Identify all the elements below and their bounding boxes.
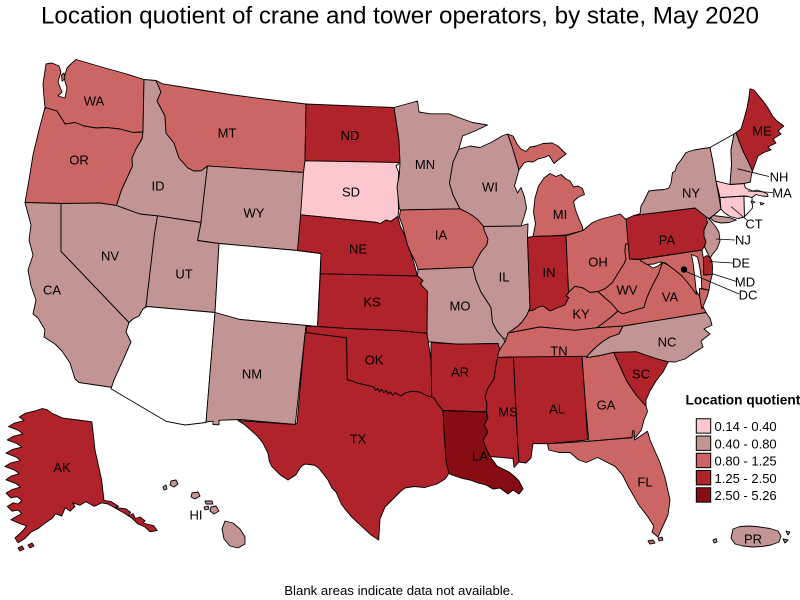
- svg-text:NH: NH: [770, 170, 789, 185]
- svg-text:FL: FL: [637, 475, 652, 490]
- svg-text:GA: GA: [597, 398, 616, 413]
- svg-text:MA: MA: [772, 186, 792, 201]
- svg-text:TX: TX: [350, 432, 367, 447]
- svg-text:AK: AK: [53, 460, 71, 475]
- svg-text:DC: DC: [739, 288, 758, 303]
- svg-text:TN: TN: [550, 344, 567, 359]
- svg-text:DE: DE: [732, 256, 750, 271]
- svg-text:SC: SC: [632, 367, 650, 382]
- svg-text:IL: IL: [499, 270, 510, 285]
- svg-text:CA: CA: [43, 283, 61, 298]
- svg-text:SD: SD: [342, 185, 360, 200]
- svg-text:MN: MN: [415, 157, 435, 172]
- svg-text:HI: HI: [190, 508, 203, 523]
- svg-text:MO: MO: [450, 299, 471, 314]
- svg-text:0.40 - 0.80: 0.40 - 0.80: [715, 436, 777, 451]
- svg-text:NJ: NJ: [735, 233, 751, 248]
- svg-text:MD: MD: [735, 275, 755, 290]
- svg-text:ND: ND: [341, 128, 360, 143]
- svg-text:WY: WY: [244, 206, 265, 221]
- svg-text:WI: WI: [482, 180, 498, 195]
- svg-text:MI: MI: [553, 207, 567, 222]
- svg-text:PA: PA: [659, 233, 676, 248]
- svg-text:PR: PR: [744, 532, 762, 547]
- svg-text:OH: OH: [588, 255, 608, 270]
- svg-text:AL: AL: [549, 402, 565, 417]
- svg-text:OR: OR: [69, 153, 89, 168]
- svg-text:1.25 - 2.50: 1.25 - 2.50: [715, 471, 777, 486]
- svg-text:0.80 - 1.25: 0.80 - 1.25: [715, 454, 777, 469]
- svg-text:ID: ID: [152, 179, 165, 194]
- svg-text:KS: KS: [363, 295, 381, 310]
- svg-text:MS: MS: [498, 405, 518, 420]
- svg-text:0.14 - 0.40: 0.14 - 0.40: [715, 419, 777, 434]
- svg-text:2.50 - 5.26: 2.50 - 5.26: [715, 488, 777, 503]
- svg-text:NC: NC: [658, 335, 677, 350]
- svg-text:IA: IA: [435, 228, 448, 243]
- svg-text:IN: IN: [543, 265, 556, 280]
- svg-text:KY: KY: [572, 307, 590, 322]
- svg-text:WV: WV: [617, 283, 638, 298]
- svg-text:NY: NY: [682, 186, 700, 201]
- svg-text:WA: WA: [84, 94, 105, 109]
- svg-text:NV: NV: [101, 249, 119, 264]
- svg-text:CT: CT: [745, 217, 762, 232]
- svg-text:Location quotient of crane and: Location quotient of crane and tower ope…: [41, 3, 759, 30]
- svg-text:Location quotient: Location quotient: [686, 393, 800, 408]
- svg-text:AR: AR: [451, 365, 469, 380]
- svg-text:MT: MT: [218, 126, 237, 141]
- svg-text:LA: LA: [472, 449, 488, 464]
- svg-text:VA: VA: [662, 290, 679, 305]
- svg-text:NE: NE: [349, 242, 367, 257]
- svg-text:ME: ME: [752, 124, 772, 139]
- svg-text:UT: UT: [175, 267, 192, 282]
- svg-text:NM: NM: [242, 367, 262, 382]
- svg-text:OK: OK: [365, 353, 384, 368]
- svg-text:Blank areas indicate data not: Blank areas indicate data not available.: [284, 583, 513, 598]
